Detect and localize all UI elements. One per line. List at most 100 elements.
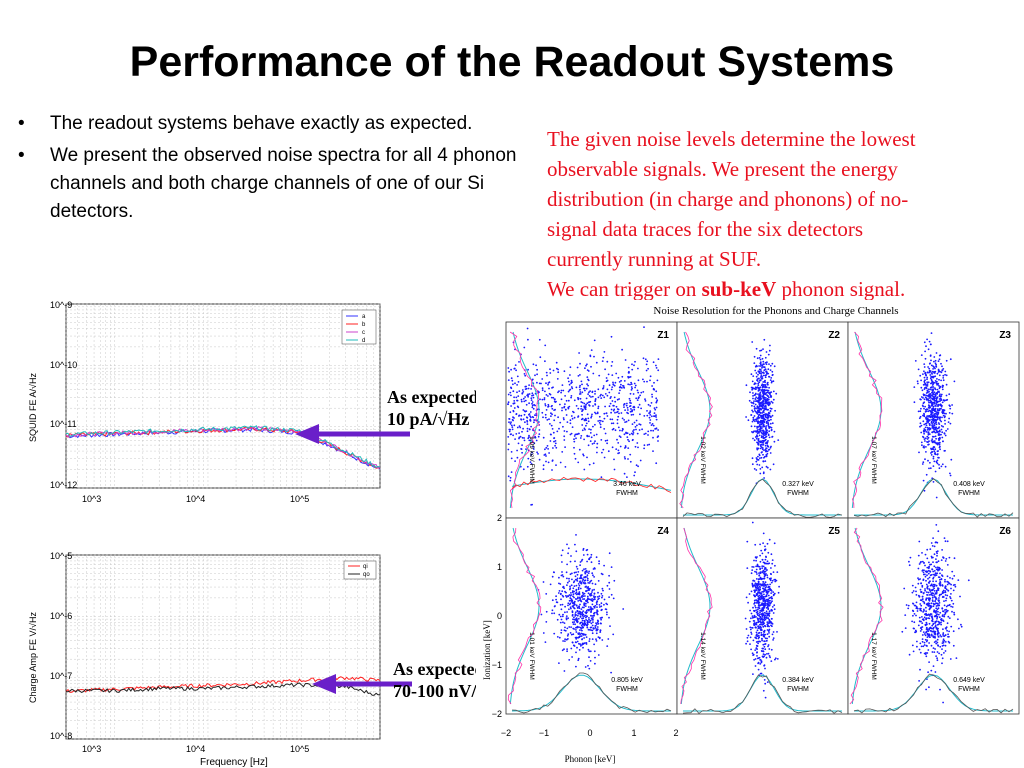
data-point xyxy=(578,607,581,610)
data-point xyxy=(770,648,773,651)
data-point xyxy=(575,641,577,644)
data-point xyxy=(765,363,768,366)
data-point xyxy=(927,617,930,619)
data-point xyxy=(760,401,762,404)
data-point xyxy=(608,391,611,394)
data-point xyxy=(754,585,757,588)
data-point xyxy=(769,393,771,396)
data-point xyxy=(928,622,931,625)
data-point xyxy=(767,422,769,424)
data-point xyxy=(570,626,572,628)
data-point xyxy=(942,374,945,377)
data-point xyxy=(587,608,590,611)
data-point xyxy=(936,572,939,575)
data-point xyxy=(585,590,587,593)
data-point xyxy=(563,670,566,672)
data-point xyxy=(573,628,575,630)
data-point xyxy=(575,405,578,407)
data-point xyxy=(595,638,597,641)
data-point xyxy=(758,434,761,437)
data-point xyxy=(937,383,939,385)
data-point xyxy=(935,421,938,424)
data-point xyxy=(530,399,533,401)
data-point xyxy=(626,406,629,409)
data-point xyxy=(553,632,556,635)
data-point xyxy=(651,396,654,398)
data-point xyxy=(581,626,584,628)
data-point xyxy=(577,632,580,635)
data-point xyxy=(586,553,589,556)
data-point xyxy=(746,640,749,643)
data-point xyxy=(652,424,655,427)
data-point xyxy=(933,609,935,612)
data-point xyxy=(760,445,762,448)
data-point xyxy=(760,443,763,446)
data-point xyxy=(584,605,587,607)
data-point xyxy=(920,379,922,382)
data-point xyxy=(586,456,588,459)
data-point xyxy=(745,642,747,645)
data-point xyxy=(926,636,929,638)
data-point xyxy=(601,639,604,641)
data-point xyxy=(611,400,614,402)
data-point xyxy=(587,592,590,595)
data-point xyxy=(509,479,512,482)
data-point xyxy=(638,429,641,431)
data-point xyxy=(756,655,758,657)
phonon-fit-curve xyxy=(683,674,842,712)
data-point xyxy=(923,423,926,426)
data-point xyxy=(763,645,766,648)
data-point xyxy=(766,397,769,400)
data-point xyxy=(618,392,620,394)
data-point xyxy=(763,655,765,658)
data-point xyxy=(521,451,523,454)
data-point xyxy=(939,611,942,614)
data-point xyxy=(760,451,763,454)
data-point xyxy=(919,425,921,428)
data-point xyxy=(909,556,912,559)
data-point xyxy=(911,584,914,587)
data-point xyxy=(598,595,601,597)
data-point xyxy=(559,421,562,424)
data-point xyxy=(563,406,565,409)
data-point xyxy=(579,643,582,646)
data-point xyxy=(933,590,936,592)
data-point xyxy=(932,421,935,424)
data-point xyxy=(569,388,572,391)
data-point xyxy=(945,611,948,613)
data-point xyxy=(757,668,760,671)
data-point xyxy=(561,615,564,618)
data-point xyxy=(530,416,532,419)
data-point xyxy=(932,573,935,576)
data-point xyxy=(751,569,754,571)
data-point xyxy=(618,412,620,415)
data-point xyxy=(617,415,620,418)
data-point xyxy=(767,440,769,442)
data-point xyxy=(624,446,627,448)
data-point xyxy=(929,630,932,632)
data-point xyxy=(522,409,525,411)
data-point xyxy=(931,403,934,406)
data-point xyxy=(931,424,933,427)
data-point xyxy=(568,577,570,580)
data-point xyxy=(603,417,606,420)
data-point xyxy=(759,578,762,580)
data-point xyxy=(563,587,565,590)
data-point xyxy=(552,447,554,449)
data-point xyxy=(767,551,770,554)
data-point xyxy=(766,592,769,594)
data-point xyxy=(642,357,645,360)
data-point xyxy=(764,368,767,371)
data-point xyxy=(583,598,586,600)
data-point xyxy=(940,635,943,638)
data-point xyxy=(935,580,937,583)
data-point xyxy=(937,569,939,572)
data-point xyxy=(757,625,759,628)
data-point xyxy=(925,612,927,615)
data-point xyxy=(556,430,559,433)
data-point xyxy=(953,557,956,560)
data-point xyxy=(764,696,767,699)
data-point xyxy=(645,363,648,366)
data-point xyxy=(923,432,925,435)
